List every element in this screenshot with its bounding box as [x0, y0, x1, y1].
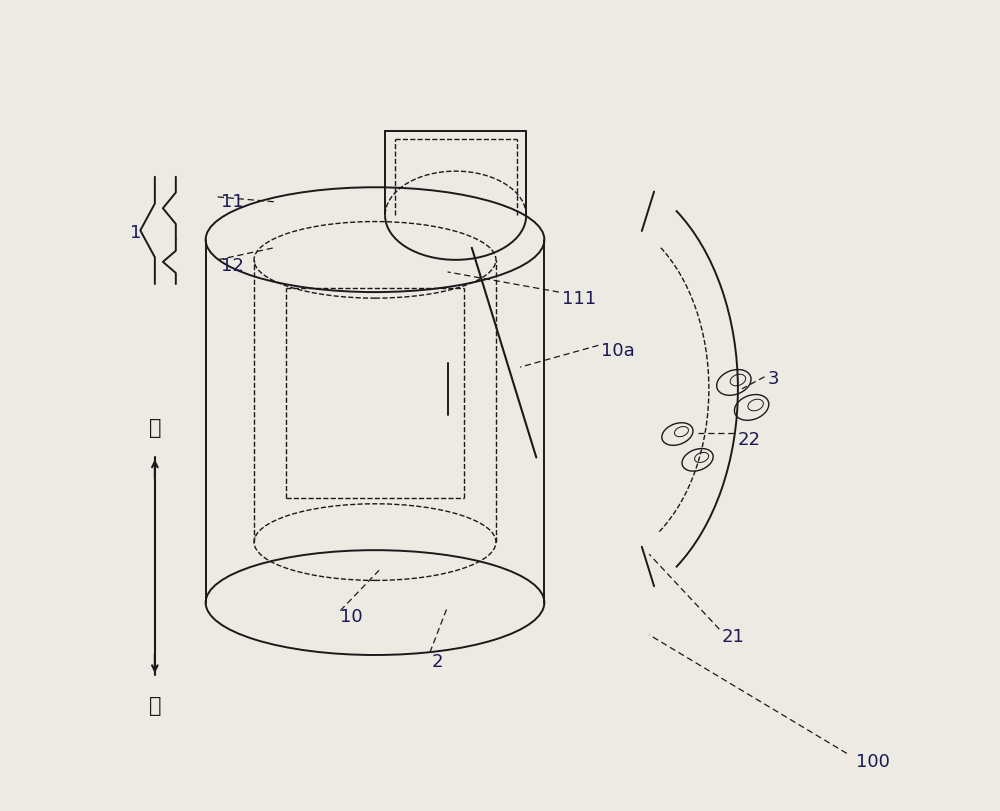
Text: 2: 2: [431, 652, 443, 670]
Text: 1: 1: [130, 223, 141, 242]
Text: 100: 100: [856, 753, 890, 770]
Text: 111: 111: [562, 290, 596, 307]
Text: 10: 10: [340, 607, 363, 625]
Text: 上: 上: [149, 418, 161, 438]
Text: 22: 22: [738, 431, 761, 448]
Text: 11: 11: [221, 193, 244, 211]
Text: 12: 12: [221, 257, 244, 275]
Text: 3: 3: [768, 370, 779, 388]
Text: 21: 21: [722, 628, 745, 646]
Text: 下: 下: [149, 696, 161, 715]
Text: 10a: 10a: [601, 341, 635, 360]
